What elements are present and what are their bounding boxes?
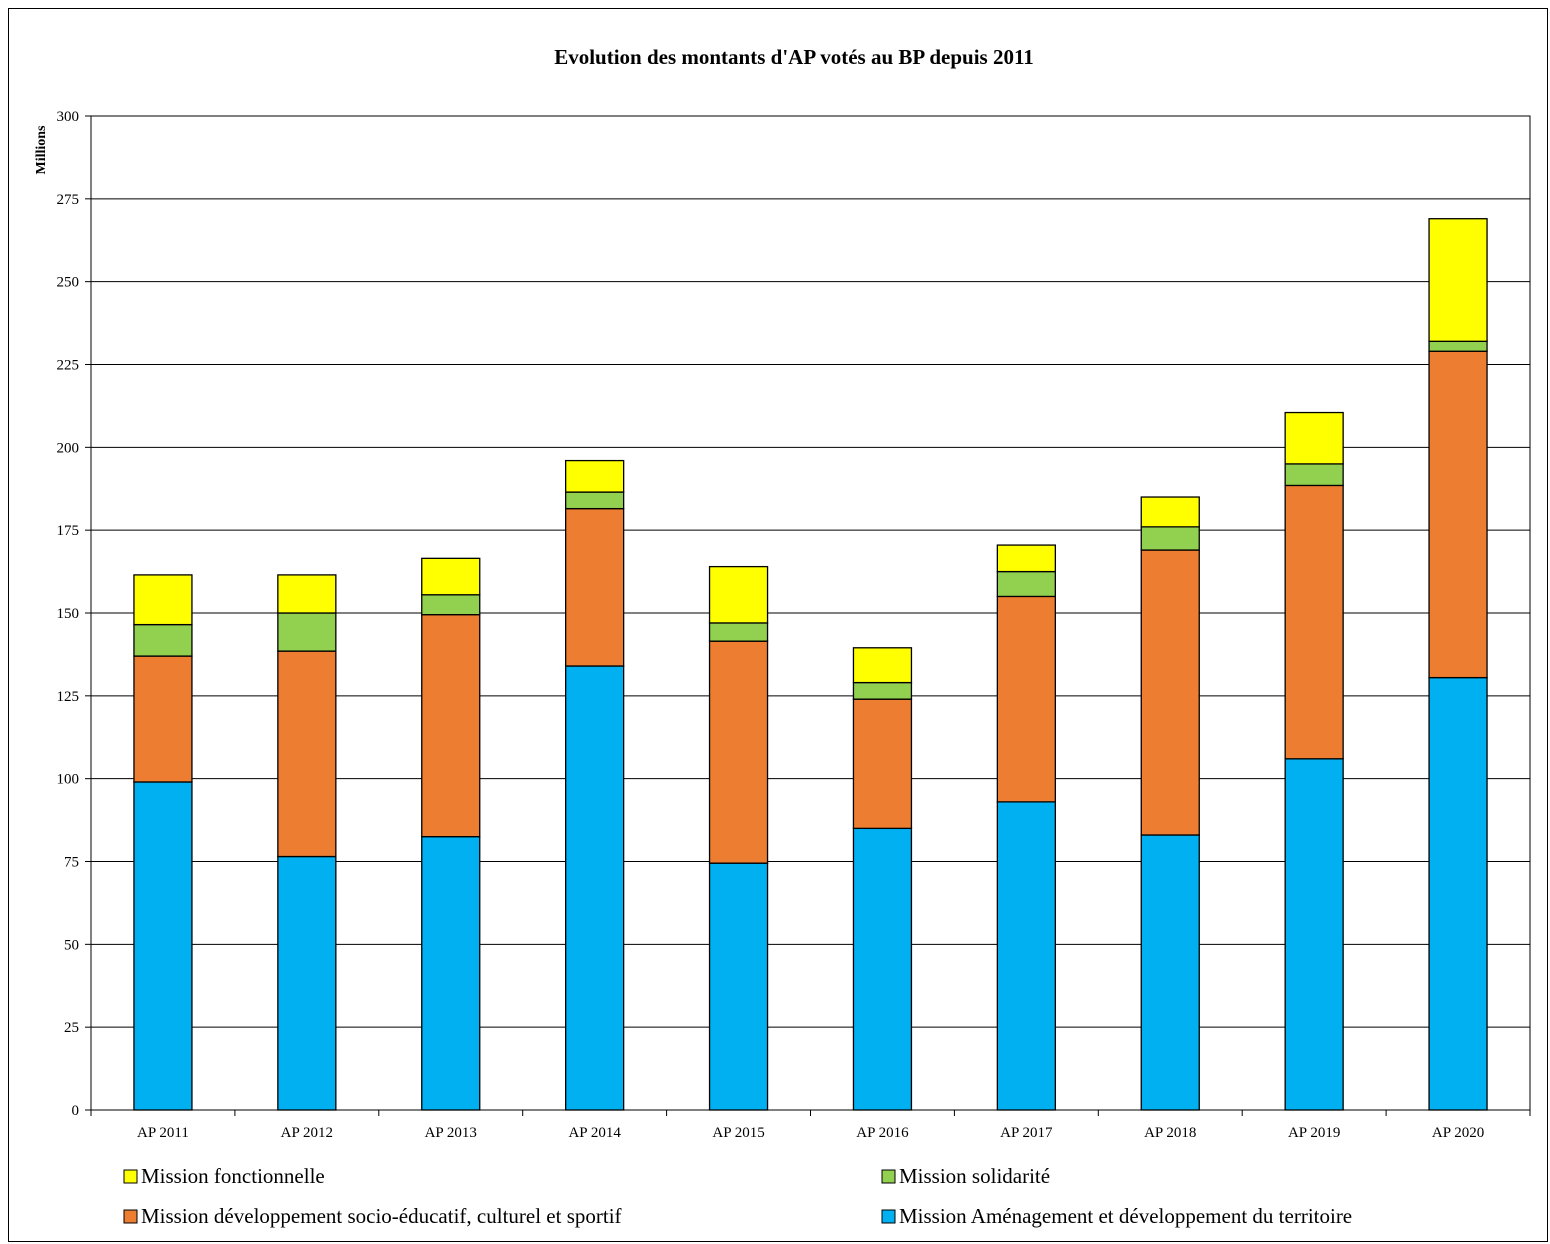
bar-segment [1140, 526, 1200, 551]
x-tick-label: AP 2015 [712, 1125, 764, 1141]
x-tick-label: AP 2014 [568, 1125, 621, 1141]
x-tick-label: AP 2016 [856, 1125, 909, 1141]
y-tick-label: 200 [57, 440, 80, 456]
bar-segment [1140, 834, 1200, 1111]
bar-segment [565, 665, 625, 1111]
bar-segment [708, 862, 769, 1111]
y-tick-label: 25 [64, 1020, 79, 1036]
bar-segment [1284, 484, 1344, 760]
bar-segment [277, 612, 337, 652]
x-tick-label: AP 2020 [1432, 1125, 1484, 1141]
bar-segment [133, 574, 193, 626]
y-tick-label: 225 [57, 358, 80, 374]
bar-segment [421, 557, 481, 596]
y-tick-label: 300 [57, 109, 80, 125]
legend-swatch [881, 1169, 896, 1184]
y-axis-label: Millions [34, 125, 49, 175]
x-tick-label: AP 2013 [425, 1125, 477, 1141]
bar-segment [1284, 758, 1344, 1111]
x-tick-label: AP 2019 [1288, 1125, 1340, 1141]
legend: Mission fonctionnelle Mission solidarité M… [123, 1164, 1352, 1228]
legend-label: Mission fonctionnelle [141, 1164, 325, 1188]
y-tick-label: 250 [57, 275, 80, 291]
y-tick-label: 125 [57, 689, 80, 705]
bar-segment [421, 594, 481, 616]
legend-swatch [123, 1169, 138, 1184]
bar-segment [996, 544, 1056, 573]
bar-segment [1428, 350, 1488, 679]
legend-label: Mission Aménagement et développement du … [899, 1204, 1352, 1228]
bar-segment [277, 650, 337, 858]
y-tick-label: 150 [57, 606, 80, 622]
y-tick-label: 275 [57, 192, 80, 208]
y-tick-label: 50 [64, 937, 79, 953]
bar-segment [1428, 218, 1488, 342]
bar-segment [996, 801, 1056, 1111]
chart-title: Evolution des montants d'AP votés au BP … [554, 45, 1034, 69]
bar-segment [708, 622, 769, 642]
bar-segment [996, 595, 1056, 803]
legend-swatch [123, 1209, 138, 1224]
bar-segment [708, 565, 769, 624]
bar-segment [421, 836, 481, 1111]
x-tick-label: AP 2011 [137, 1125, 189, 1141]
bar-segment [1284, 411, 1344, 465]
x-tick-label: AP 2017 [1000, 1125, 1053, 1141]
legend-label: Mission développement socio-éducatif, cu… [141, 1204, 622, 1228]
x-tick-label: AP 2012 [281, 1125, 333, 1141]
bar-segment [1428, 676, 1488, 1111]
bar-segment [708, 640, 769, 864]
bar-segment [133, 781, 193, 1111]
bar-segment [852, 698, 913, 830]
bar-segment [277, 855, 337, 1111]
bar-segment [852, 647, 913, 684]
y-tick-label: 175 [57, 523, 80, 539]
bar-segment [565, 507, 625, 667]
bar-segment [852, 681, 913, 700]
bar-segment [277, 574, 337, 614]
bar-segment [852, 827, 913, 1111]
bar-segment [133, 623, 193, 657]
bar-segment [996, 570, 1056, 598]
bar-segment [1140, 549, 1200, 836]
legend-label: Mission solidarité [899, 1164, 1050, 1188]
bar-segment [1284, 463, 1344, 487]
bar-segment [1428, 340, 1488, 352]
y-tick-label: 100 [57, 772, 80, 788]
bar-segment [133, 655, 193, 783]
bar-segment [421, 614, 481, 838]
x-tick-label: AP 2018 [1144, 1125, 1196, 1141]
bar-segment [565, 491, 625, 510]
legend-swatch [881, 1209, 896, 1224]
y-tick-label: 0 [72, 1103, 80, 1119]
bar-segment [1140, 496, 1200, 528]
y-tick-label: 75 [64, 855, 79, 871]
plot-area: 0 25 50 75 100 125 150 175 200 225 250 275 300 AP 201… [57, 109, 1531, 1141]
bar-segment [565, 459, 625, 493]
